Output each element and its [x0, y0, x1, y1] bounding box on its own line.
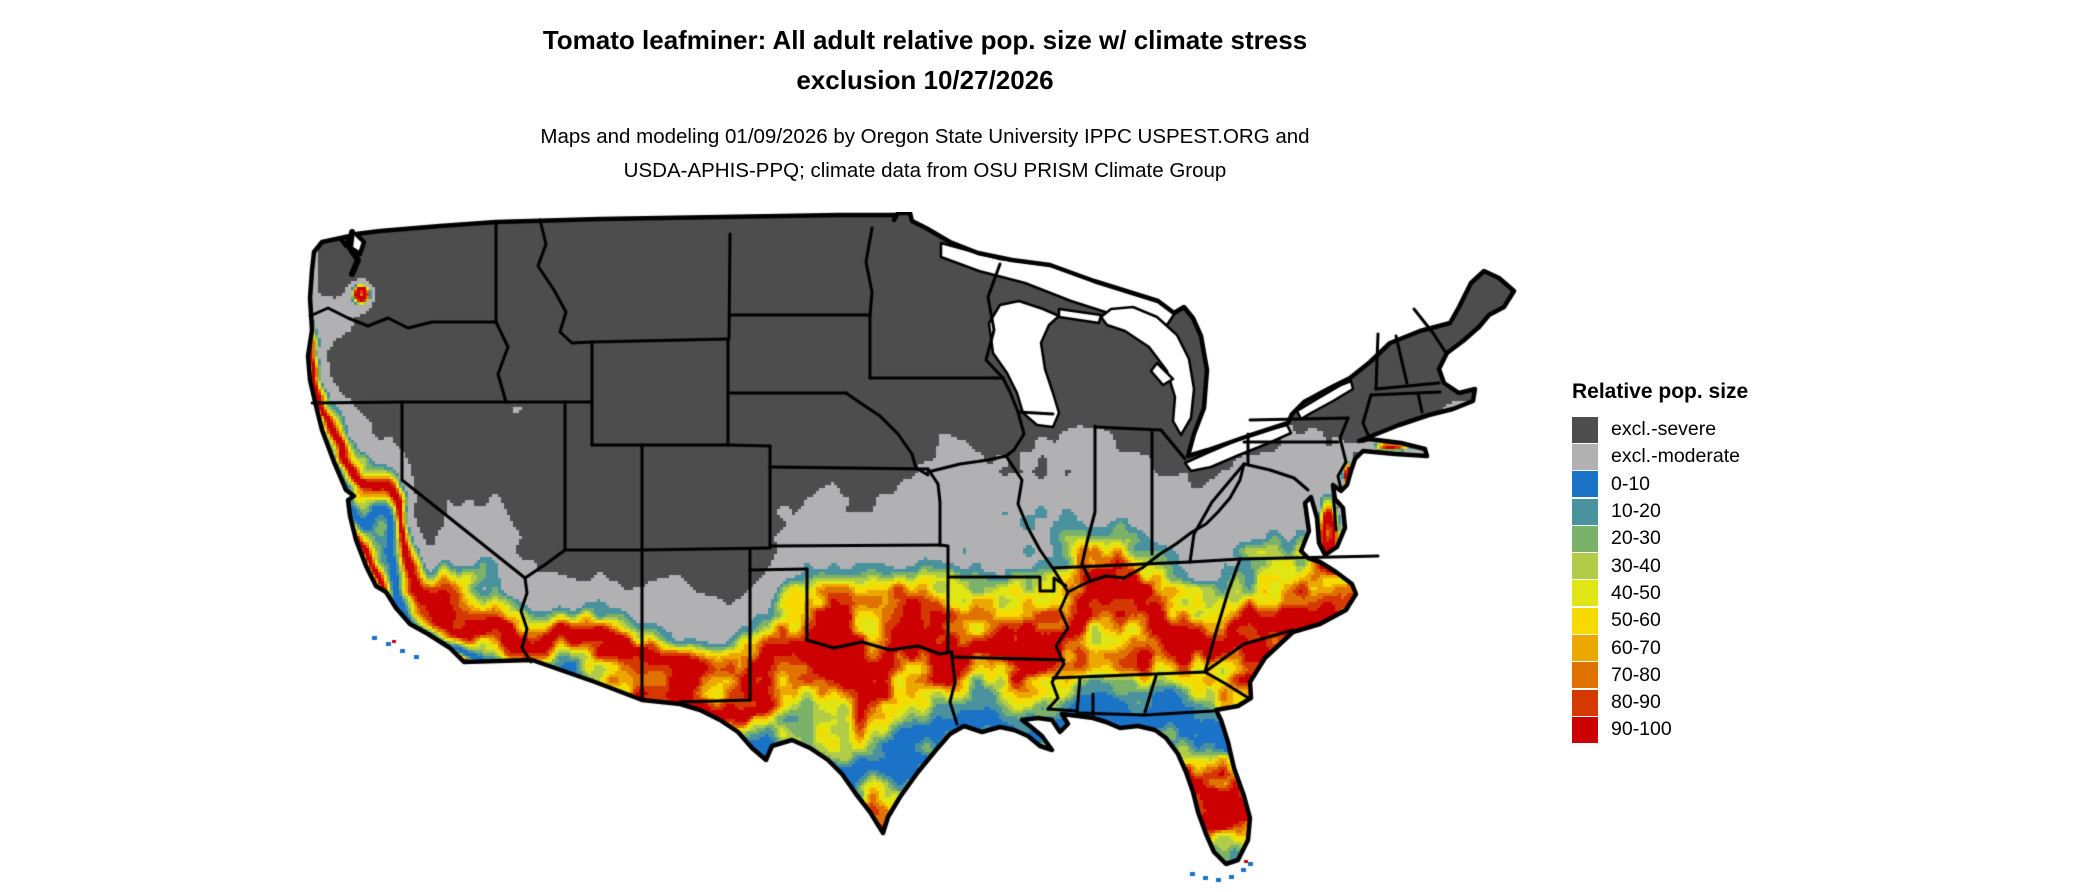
figure-subtitle: Maps and modeling 01/09/2026 by Oregon S… [260, 120, 1590, 188]
legend-swatch [1572, 471, 1598, 498]
legend-label: 70-80 [1611, 663, 1661, 686]
legend-item: 40-50 [1572, 580, 1748, 607]
legend-label: excl.-severe [1611, 418, 1717, 441]
legend-label: excl.-moderate [1611, 445, 1740, 468]
figure-title-line1: Tomato leafminer: All adult relative pop… [542, 25, 1308, 55]
legend-item: 10-20 [1572, 498, 1748, 525]
legend-swatch [1572, 635, 1598, 662]
legend-swatch [1572, 553, 1598, 580]
legend-rows: excl.-severe excl.-moderate 0-10 10-20 20-30… [1572, 416, 1748, 744]
legend-swatch [1572, 416, 1598, 443]
figure-title-line2: exclusion 10/27/2026 [796, 65, 1054, 95]
legend-label: 10-20 [1611, 500, 1661, 523]
legend-swatch [1572, 716, 1598, 743]
legend-swatch [1572, 689, 1598, 716]
legend-label: 20-30 [1611, 527, 1661, 550]
figure-title: Tomato leafminer: All adult relative pop… [260, 20, 1590, 100]
legend-item: 80-90 [1572, 689, 1748, 716]
legend-label: 0-10 [1611, 472, 1651, 495]
legend-label: 60-70 [1611, 636, 1661, 659]
legend: Relative pop. size excl.-severe excl.-mod… [1572, 380, 1748, 744]
legend-title: Relative pop. size [1572, 380, 1749, 403]
legend-swatch [1572, 498, 1598, 525]
legend-label: 30-40 [1611, 554, 1661, 577]
legend-label: 40-50 [1611, 581, 1661, 604]
legend-item: 50-60 [1572, 607, 1748, 634]
legend-item: excl.-moderate [1572, 443, 1748, 470]
legend-swatch [1572, 607, 1598, 634]
legend-item: 30-40 [1572, 552, 1748, 580]
legend-swatch [1572, 662, 1598, 689]
legend-swatch [1572, 580, 1598, 607]
legend-item: excl.-severe [1572, 416, 1748, 443]
legend-item: 60-70 [1572, 634, 1748, 662]
legend-label: 90-100 [1611, 718, 1672, 741]
legend-label: 50-60 [1611, 609, 1661, 632]
legend-swatch [1572, 443, 1598, 470]
legend-item: 70-80 [1572, 662, 1748, 689]
figure-subtitle-line1: Maps and modeling 01/09/2026 by Oregon S… [540, 125, 1310, 148]
legend-item: 90-100 [1572, 716, 1748, 743]
us-conus-population-map [300, 212, 1540, 892]
legend-swatch [1572, 525, 1598, 552]
legend-item: 0-10 [1572, 471, 1748, 498]
legend-item: 20-30 [1572, 525, 1748, 552]
legend-label: 80-90 [1611, 691, 1661, 714]
figure-subtitle-line2: USDA-APHIS-PPQ; climate data from OSU PR… [623, 159, 1227, 182]
